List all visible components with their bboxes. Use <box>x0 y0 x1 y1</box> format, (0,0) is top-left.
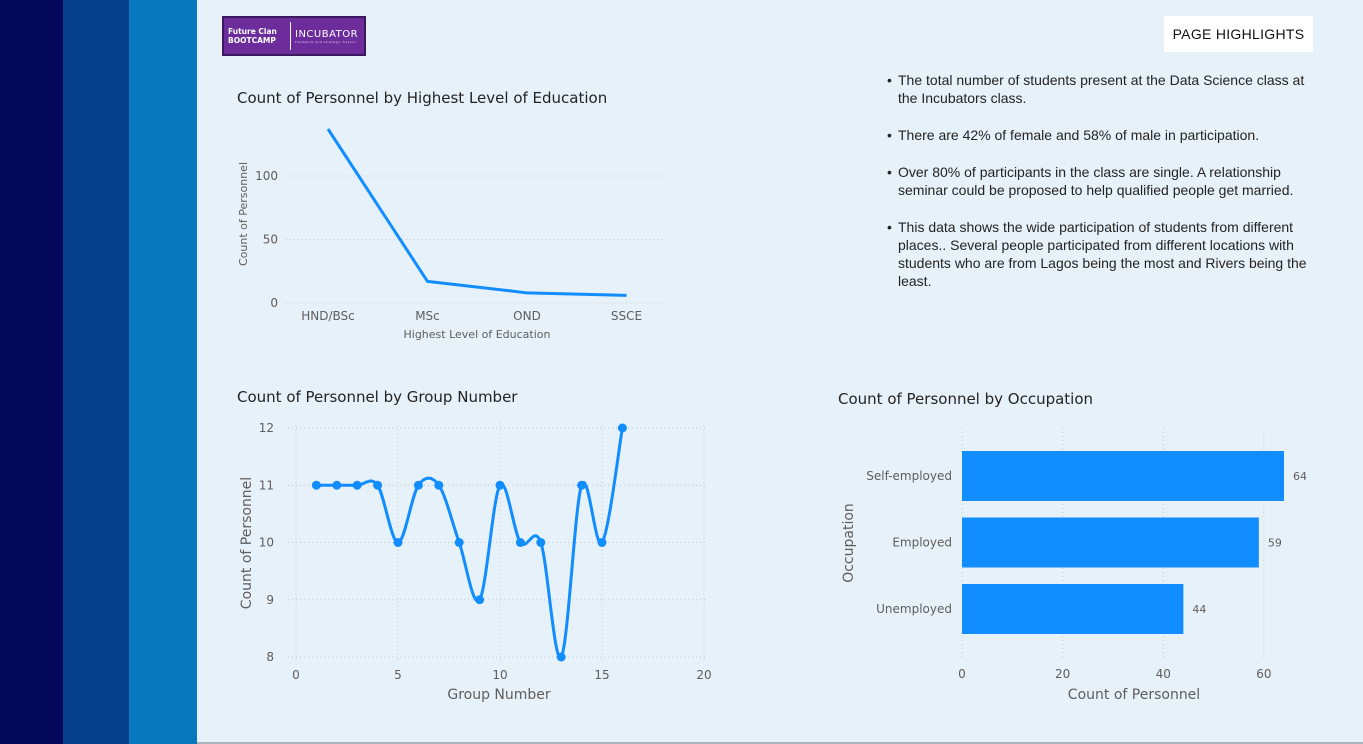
group-chart-title: Count of Personnel by Group Number <box>237 388 518 406</box>
highlight-item: The total number of students present at … <box>887 71 1317 107</box>
logo-divider <box>290 22 291 50</box>
highlight-item: This data shows the wide participation o… <box>887 218 1317 290</box>
logo-brand: INCUBATOR <box>295 28 359 40</box>
education-chart-title: Count of Personnel by Highest Level of E… <box>237 89 608 107</box>
nav-stripe-light <box>129 0 197 744</box>
nav-stripe-dark <box>0 0 63 744</box>
logo-line1: Future Clan <box>228 27 277 36</box>
page-highlights-button[interactable]: PAGE HIGHLIGHTS <box>1164 16 1313 52</box>
logo-line2: BOOTCAMP <box>228 36 276 45</box>
highlight-item: There are 42% of female and 58% of male … <box>887 126 1317 144</box>
logo-tagline: Fieldwork and strategic fission <box>295 39 356 44</box>
nav-stripe-mid <box>63 0 129 744</box>
occupation-chart-title: Count of Personnel by Occupation <box>838 390 1094 408</box>
highlight-item: Over 80% of participants in the class ar… <box>887 163 1317 199</box>
highlights-text: The total number of students present at … <box>887 71 1317 309</box>
bootcamp-logo: Future Clan BOOTCAMP INCUBATOR Fieldwork… <box>222 16 366 56</box>
